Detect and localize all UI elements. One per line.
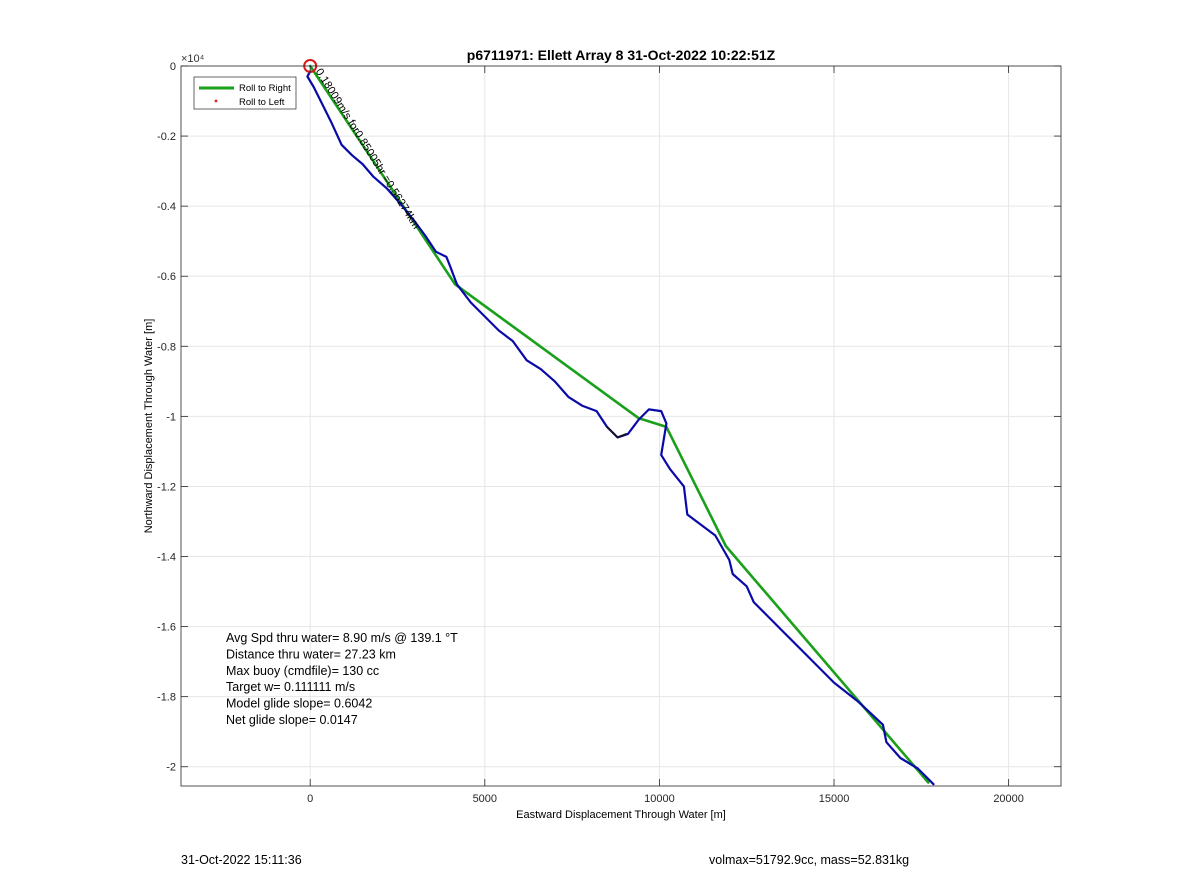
stats-line: Model glide slope= 0.6042 [226, 697, 372, 711]
x-tick-label: 20000 [993, 793, 1024, 805]
y-exponent-label: ×10⁴ [181, 53, 205, 65]
y-tick-label: -1.6 [157, 622, 176, 634]
legend-label-left: Roll to Left [239, 97, 285, 108]
footer-timestamp: 31-Oct-2022 15:11:36 [181, 853, 302, 867]
y-tick-label: -0.6 [157, 271, 176, 283]
legend-box [193, 76, 297, 110]
stats-line: Max buoy (cmdfile)= 130 cc [226, 664, 379, 678]
x-tick-label: 5000 [473, 793, 497, 805]
x-tick-label: 15000 [819, 793, 850, 805]
track-glider-path [306, 70, 935, 786]
stats-line: Distance thru water= 27.23 km [226, 647, 396, 661]
track-dive-segment [606, 426, 628, 439]
stats-line: Net glide slope= 0.0147 [226, 713, 358, 727]
y-tick-label: -1.8 [157, 692, 176, 704]
stats-line: Target w= 0.111111 m/s [226, 680, 355, 694]
stats-line: Avg Spd thru water= 8.90 m/s @ 139.1 °T [226, 631, 458, 645]
legend-label-right: Roll to Right [239, 83, 291, 94]
x-axis-label: Eastward Displacement Through Water [m] [516, 809, 726, 821]
legend-swatch-left [214, 99, 218, 103]
y-tick-label: -0.4 [157, 201, 176, 213]
stats-annotation: Avg Spd thru water= 8.90 m/s @ 139.1 °T D… [226, 631, 458, 727]
track-roll-right [308, 64, 930, 784]
y-tick-label: -0.2 [157, 131, 176, 143]
y-tick-label: 0 [170, 61, 176, 73]
x-tick-label: 10000 [644, 793, 675, 805]
y-tick-label: -2 [166, 762, 176, 774]
footer-volmax-mass: volmax=51792.9cc, mass=52.831kg [709, 853, 909, 867]
legend: Roll to Right Roll to Left [193, 76, 297, 110]
y-tick-label: -0.8 [157, 341, 176, 353]
y-tick-label: -1 [166, 411, 176, 423]
plot-frame [180, 65, 1062, 787]
x-tick-label: 0 [307, 793, 313, 805]
y-tick-label: -1.4 [157, 552, 176, 564]
y-axis-label: Northward Displacement Through Water [m] [143, 319, 155, 534]
plot-area [181, 66, 1061, 786]
y-tick-label: -1.2 [157, 481, 176, 493]
ticks: 0 5000 10000 15000 20000 0 -0.2 -0.4 -0.6 -0.8 -1 -… [157, 61, 1061, 805]
chart-title: p6711971: Ellett Array 8 31-Oct-2022 10:… [467, 47, 776, 63]
